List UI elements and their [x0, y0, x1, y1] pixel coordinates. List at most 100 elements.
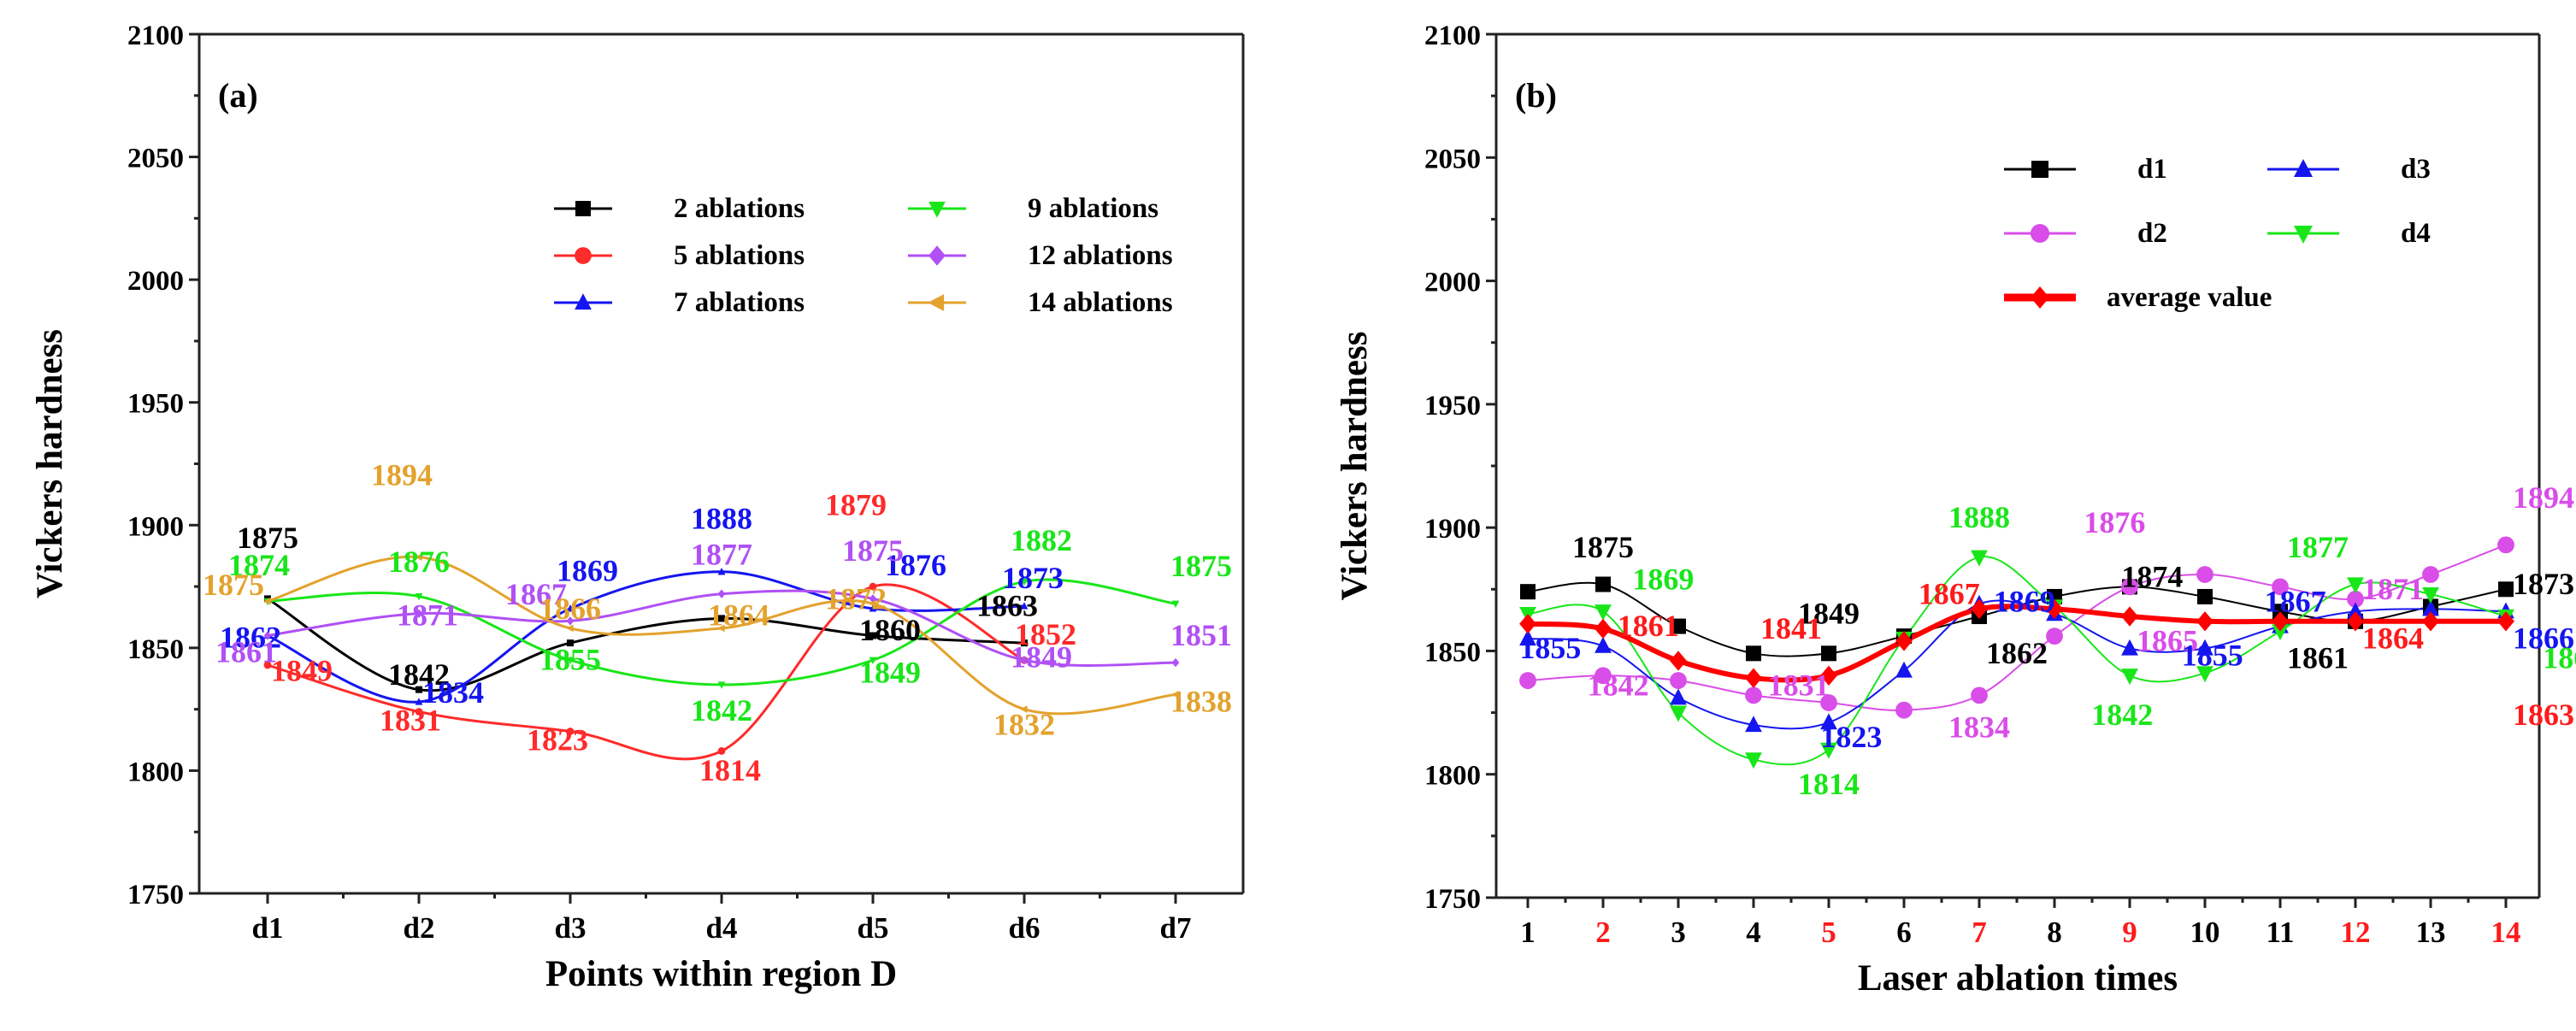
data-label: 1874	[2121, 559, 2183, 593]
data-point	[566, 616, 575, 626]
data-point	[2422, 566, 2439, 583]
data-label: 1873	[2513, 567, 2574, 601]
data-label: 1864	[708, 598, 769, 633]
y-tick-label: 1900	[1424, 514, 1481, 545]
x-tick-label: 7	[1972, 916, 1987, 949]
data-label: 1888	[691, 502, 752, 536]
y-tick-label: 1750	[127, 880, 184, 910]
data-label: 1864	[2543, 641, 2576, 675]
data-label: 1882	[1011, 523, 1072, 557]
data-point	[263, 631, 272, 640]
legend-marker	[575, 293, 592, 310]
data-point	[1745, 752, 1762, 769]
data-point	[2196, 611, 2213, 632]
data-point	[2347, 590, 2364, 608]
panel-label: (b)	[1515, 76, 1557, 115]
data-point	[1519, 629, 1536, 646]
data-label: 1867	[2265, 584, 2326, 618]
legend-label: d2	[2137, 218, 2167, 249]
data-label: 1862	[1986, 636, 2048, 670]
data-label: 1867	[505, 577, 567, 611]
data-point	[1745, 668, 1762, 688]
data-label: 1814	[699, 753, 761, 787]
data-label: 1875	[237, 521, 298, 555]
data-label: 1823	[527, 722, 588, 757]
x-tick-label: 8	[2047, 916, 2062, 949]
data-point	[1595, 636, 1612, 653]
y-tick-label: 2000	[1424, 268, 1481, 298]
data-point	[567, 639, 574, 647]
data-point	[1171, 600, 1180, 608]
data-point	[1745, 686, 1762, 704]
data-point	[717, 568, 726, 575]
legend-label: 5 ablations	[674, 240, 805, 271]
data-label: 1862	[220, 620, 281, 654]
data-label: 1861	[2287, 641, 2349, 675]
legend-label: average value	[2107, 282, 2272, 313]
data-point	[1746, 645, 1761, 662]
data-point	[717, 681, 726, 689]
data-point	[1171, 691, 1179, 698]
data-point	[1820, 713, 1837, 730]
data-point	[415, 609, 423, 618]
data-label: 1842	[1588, 668, 1649, 702]
y-tick-label: 2000	[127, 266, 184, 297]
x-tick-label: 14	[2491, 916, 2521, 949]
data-point	[415, 553, 422, 562]
data-point	[1895, 631, 1913, 651]
data-label: 1842	[2091, 698, 2153, 732]
legend-label: 12 ablations	[1028, 240, 1173, 271]
data-point	[2121, 639, 2138, 656]
data-labels: 1875 1849 1862 1874 1861 1873 1876 1894 1871 1865…	[1519, 480, 2576, 801]
y-tick-label: 1850	[1424, 637, 1481, 668]
data-label: 1860	[859, 613, 921, 647]
data-label: 1866	[2513, 622, 2574, 656]
data-point	[2121, 606, 2138, 627]
data-point	[2197, 588, 2213, 604]
x-tick-label: d2	[404, 911, 435, 945]
data-label: 1849	[1798, 597, 1860, 631]
legend-marker	[2031, 161, 2048, 178]
data-point	[415, 708, 423, 716]
panel-label: (a)	[218, 76, 258, 115]
data-point	[1971, 598, 1988, 620]
data-point	[1595, 618, 1612, 639]
legend-marker	[2031, 224, 2049, 243]
data-point	[717, 624, 725, 633]
data-point	[2196, 639, 2213, 656]
x-tick-label: d4	[706, 911, 738, 945]
data-label: 1875	[203, 568, 264, 602]
data-label: 1875	[842, 533, 904, 568]
data-point	[2046, 598, 2063, 620]
data-point	[1971, 550, 1988, 567]
legend-label: d4	[2401, 218, 2431, 249]
data-label: 1875	[1572, 530, 1634, 564]
legend-marker	[928, 245, 946, 266]
data-point	[869, 657, 877, 665]
data-point	[263, 661, 272, 669]
data-point	[869, 632, 876, 639]
data-point	[2046, 627, 2063, 645]
x-tick-label: 11	[2266, 916, 2294, 949]
data-point	[1820, 694, 1837, 711]
data-point	[1020, 602, 1029, 610]
data-label: 1842	[388, 657, 450, 692]
y-tick-label: 1800	[1424, 761, 1481, 792]
x-axis-title: Laser ablation times	[1858, 958, 2178, 999]
data-point	[2422, 611, 2439, 632]
data-label: 1869	[1632, 562, 1694, 596]
data-point	[1895, 701, 1913, 719]
data-point	[1670, 651, 1687, 671]
x-axis-title: Points within region D	[545, 954, 897, 994]
legend: 2 ablations 5 ablations 7 ablations 9 ablat…	[554, 193, 1173, 318]
data-label: 1876	[388, 545, 450, 579]
legend: d1 d2 d3 d4 average value	[2004, 154, 2431, 313]
data-point	[2497, 611, 2514, 632]
data-label: 1832	[993, 708, 1055, 742]
data-label: 1871	[2362, 572, 2424, 606]
data-point	[1020, 705, 1028, 714]
data-point	[1671, 618, 1686, 634]
legend-marker	[2294, 226, 2313, 244]
data-point	[717, 747, 726, 755]
data-label: 1875	[1170, 549, 1232, 583]
